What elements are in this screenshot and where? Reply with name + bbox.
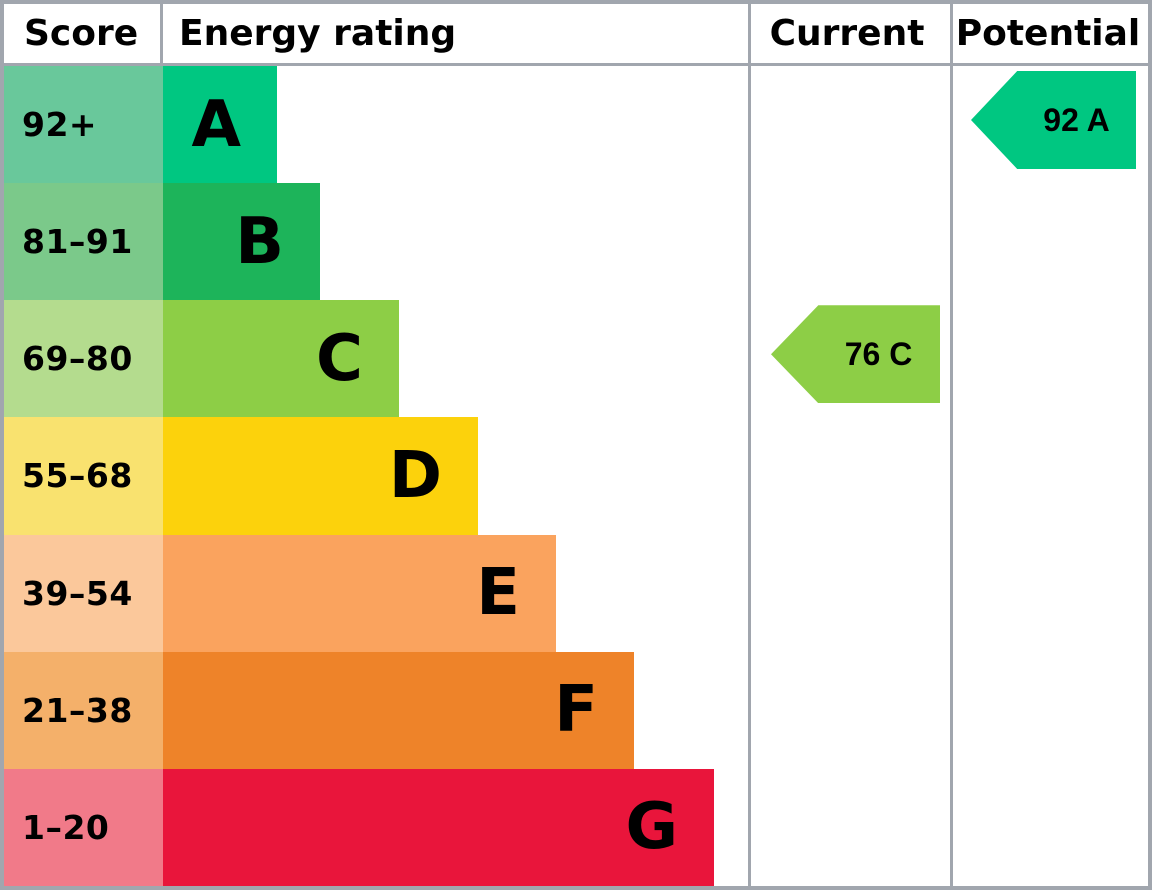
band-row: 92+ A — [4, 66, 1148, 184]
rating-letter: G — [625, 790, 678, 865]
header-current: Current — [769, 13, 925, 54]
rating-letter: D — [388, 438, 442, 513]
header-potential: Potential — [955, 13, 1141, 54]
band-row: 21–38 F — [4, 651, 1148, 769]
rating-bands: 92+ A 81–91 B 69–80 C 55–68 D — [4, 66, 1148, 886]
band-row: 69–80 C — [4, 300, 1148, 418]
score-range-label: 1–20 — [4, 768, 163, 886]
rating-bar: F — [163, 651, 634, 769]
band-row: 81–91 B — [4, 183, 1148, 301]
band-row-spacer — [478, 417, 1148, 535]
rating-letter: C — [316, 321, 363, 396]
rating-bar: E — [163, 534, 556, 652]
band-row-spacer — [399, 300, 1148, 418]
header-score: Score — [4, 4, 163, 63]
score-range-label: 55–68 — [4, 417, 163, 535]
chart-header-row: Score Energy rating Current Potential — [4, 4, 1148, 66]
score-range-label: 92+ — [4, 66, 163, 184]
potential-column-divider — [950, 4, 953, 886]
rating-letter: E — [476, 556, 520, 631]
band-row: 39–54 E — [4, 534, 1148, 652]
rating-letter: B — [235, 204, 284, 279]
score-range-label: 39–54 — [4, 534, 163, 652]
score-range-label: 81–91 — [4, 183, 163, 301]
band-row-spacer — [556, 534, 1148, 652]
band-row: 1–20 G — [4, 768, 1148, 886]
band-row-spacer — [634, 651, 1148, 769]
rating-bar: A — [163, 66, 277, 184]
current-rating-label: 76 C — [844, 335, 913, 372]
band-row-spacer — [714, 768, 1148, 886]
potential-rating-label: 92 A — [1043, 101, 1110, 138]
rating-letter: A — [191, 87, 241, 162]
score-range-label: 69–80 — [4, 300, 163, 418]
rating-bar: D — [163, 417, 478, 535]
score-range-label: 21–38 — [4, 651, 163, 769]
rating-bar: B — [163, 183, 320, 301]
band-row: 55–68 D — [4, 417, 1148, 535]
rating-bar: C — [163, 300, 399, 418]
rating-letter: F — [554, 673, 598, 748]
current-column-divider — [748, 4, 751, 886]
header-energy-rating: Energy rating — [179, 13, 457, 54]
band-row-spacer — [320, 183, 1148, 301]
rating-bar: G — [163, 768, 714, 886]
